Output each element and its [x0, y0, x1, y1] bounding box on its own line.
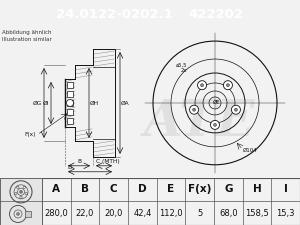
Text: 2x: 2x — [181, 68, 187, 72]
Text: G: G — [224, 184, 232, 194]
Bar — [67, 109, 73, 115]
Circle shape — [226, 84, 230, 87]
Text: 20,0: 20,0 — [104, 209, 123, 218]
Text: B: B — [81, 184, 89, 194]
Text: 68,0: 68,0 — [219, 209, 238, 218]
Text: E: E — [167, 184, 175, 194]
Circle shape — [214, 123, 217, 126]
Circle shape — [198, 81, 207, 90]
Text: ØH: ØH — [90, 100, 99, 106]
Text: C (MTH): C (MTH) — [96, 159, 120, 164]
Text: 5: 5 — [197, 209, 202, 218]
Text: Ø104: Ø104 — [243, 148, 258, 153]
Text: A: A — [52, 184, 60, 194]
Circle shape — [193, 108, 196, 111]
Text: I: I — [284, 184, 288, 194]
Text: ØI: ØI — [43, 100, 49, 106]
Text: 422202: 422202 — [188, 8, 244, 20]
Text: ⌀5,5: ⌀5,5 — [176, 63, 187, 68]
Bar — [0, 178, 42, 225]
Bar — [67, 91, 73, 97]
Text: 280,0: 280,0 — [44, 209, 68, 218]
Bar — [67, 82, 73, 88]
Text: ATE: ATE — [144, 98, 256, 147]
Text: 24.0122-0202.1: 24.0122-0202.1 — [56, 8, 172, 20]
Text: D: D — [67, 165, 71, 170]
Text: 158,5: 158,5 — [245, 209, 269, 218]
Text: D: D — [138, 184, 147, 194]
Circle shape — [234, 108, 237, 111]
Circle shape — [190, 105, 199, 114]
Bar — [67, 100, 73, 106]
Circle shape — [211, 120, 220, 129]
Text: Abbildung ähnlich
Illustration similar: Abbildung ähnlich Illustration similar — [2, 30, 52, 42]
Text: B: B — [77, 159, 81, 164]
Bar — [25, 211, 31, 217]
Text: C: C — [110, 184, 118, 194]
Text: ØA: ØA — [121, 100, 130, 106]
Text: 42,4: 42,4 — [133, 209, 152, 218]
Circle shape — [20, 190, 22, 193]
Text: ØG: ØG — [33, 100, 42, 106]
Text: 112,0: 112,0 — [159, 209, 183, 218]
Circle shape — [224, 81, 232, 90]
Text: 15,3: 15,3 — [276, 209, 295, 218]
Text: 22,0: 22,0 — [76, 209, 94, 218]
Circle shape — [16, 212, 20, 216]
Circle shape — [231, 105, 240, 114]
Text: F(x): F(x) — [188, 184, 211, 194]
Text: H: H — [253, 184, 261, 194]
Circle shape — [67, 99, 73, 106]
Circle shape — [201, 84, 204, 87]
Text: ØE: ØE — [213, 99, 221, 104]
Bar — [67, 118, 73, 124]
Text: F(x): F(x) — [25, 132, 36, 137]
